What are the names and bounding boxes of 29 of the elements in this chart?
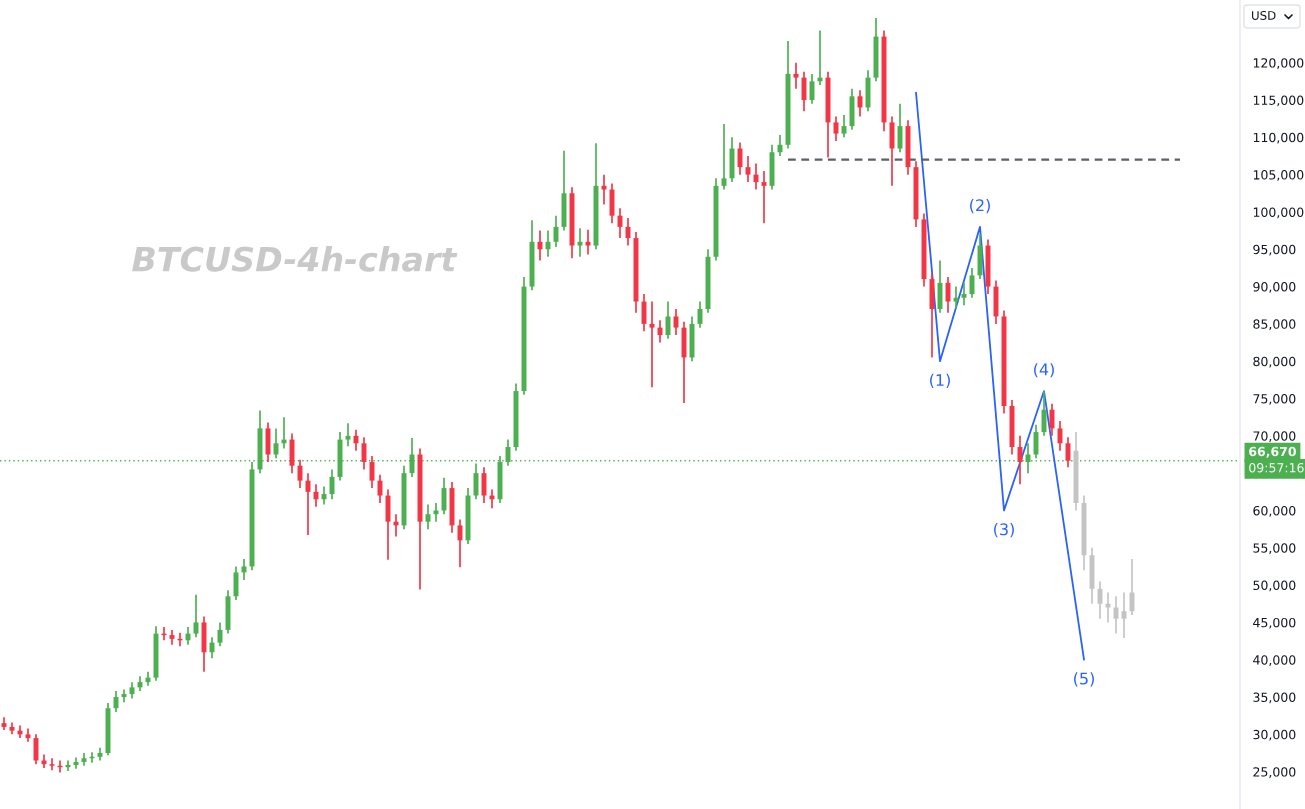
annotation: (1) (930, 373, 950, 388)
y-tick-label: 115,000 (1253, 95, 1304, 107)
y-tick-label: 85,000 (1253, 319, 1296, 331)
text: 09:57:16 (1249, 463, 1304, 473)
ref-line-label: 66,670 (1249, 446, 1296, 458)
y-tick-label: 60,000 (1253, 505, 1296, 517)
y-tick-label: 30,000 (1253, 729, 1296, 741)
y-tick-label: 100,000 (1253, 207, 1304, 219)
line-series (915, 91, 1085, 661)
y-tick-label: 40,000 (1253, 655, 1296, 666)
y-tick-label: 75,000 (1253, 394, 1296, 405)
y-tick-label: 55,000 (1253, 543, 1296, 554)
y-tick-label: 105,000 (1253, 170, 1304, 181)
y-tick-label: 110,000 (1253, 132, 1304, 144)
y-tick-label: 120,000 (1253, 58, 1304, 69)
y-tick-label: 70,000 (1253, 431, 1296, 443)
y-tick-label: 95,000 (1253, 244, 1296, 256)
annotation: (5) (1074, 672, 1094, 687)
y-tick-label: 35,000 (1253, 692, 1296, 704)
y-tick-label: 80,000 (1253, 356, 1296, 368)
y-tick-label: 45,000 (1253, 617, 1296, 629)
annotation: (4) (1034, 363, 1054, 378)
annotation: (3) (994, 522, 1014, 538)
annotation: (2) (970, 198, 990, 214)
y-tick-label: 25,000 (1253, 767, 1296, 778)
y-tick-label: 90,000 (1253, 282, 1296, 293)
text: USD (1252, 11, 1276, 20)
candlestick (49, 757, 55, 772)
y-tick-label: 50,000 (1253, 580, 1296, 592)
